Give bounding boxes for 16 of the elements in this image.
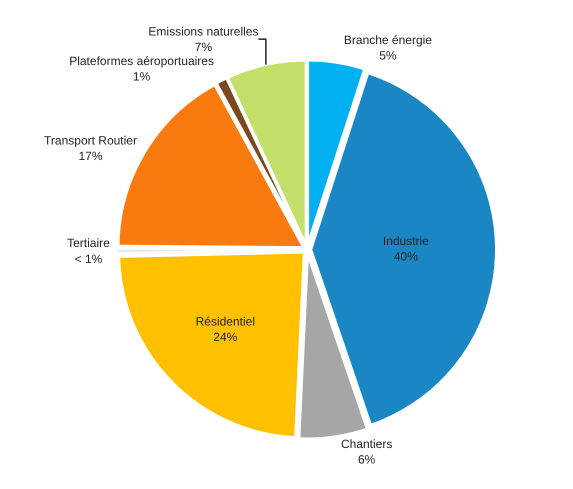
data-label: 7% (194, 40, 212, 54)
data-label: 1% (132, 69, 151, 84)
slice-label: Transport Routier (44, 133, 137, 148)
slice-label: Résidentiel (196, 314, 256, 328)
slice-label: Chantiers (340, 436, 392, 451)
data-label: 6% (358, 452, 376, 466)
slice-label: Industrie (382, 234, 430, 248)
data-label: 40% (394, 250, 418, 264)
slice-label: Emissions naturelles (148, 24, 258, 38)
data-label: 17% (78, 149, 103, 164)
slice-label: Plateformes aéroportuaires (69, 54, 214, 68)
data-label: < 1% (74, 252, 103, 266)
data-label: 5% (379, 48, 397, 63)
data-label: 24% (213, 330, 238, 344)
slice-label: Tertiaire (67, 236, 110, 250)
slice-label: Branche énergie (344, 33, 432, 48)
